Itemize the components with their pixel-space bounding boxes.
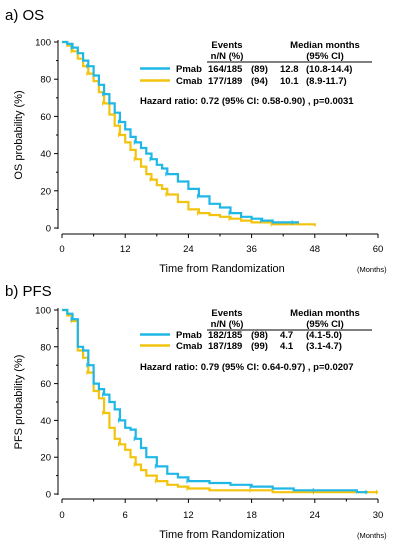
table-header-median-sub: (95% CI) bbox=[306, 51, 343, 62]
km-curve-cmab bbox=[62, 308, 378, 494]
table-pct: (89) bbox=[251, 64, 268, 75]
table-header-median: Median months bbox=[290, 308, 360, 319]
x-tick-label: 48 bbox=[310, 244, 321, 255]
x-tick-label: 12 bbox=[183, 510, 194, 521]
x-tick-label: 30 bbox=[373, 510, 384, 521]
panel-title: a) OS bbox=[5, 7, 44, 24]
legend-label-cmab: Cmab bbox=[176, 341, 203, 352]
x-tick-label: 24 bbox=[183, 244, 194, 255]
table-events: 182/185 bbox=[208, 330, 243, 341]
table-ci: (10.8-14.4) bbox=[306, 64, 352, 75]
y-tick-label: 100 bbox=[35, 38, 51, 49]
y-tick-label: 60 bbox=[40, 112, 51, 123]
y-tick-label: 40 bbox=[40, 149, 51, 160]
km-curve-pmab bbox=[62, 308, 368, 494]
hazard-ratio-text: Hazard ratio: 0.72 (95% CI: 0.58-0.90) ,… bbox=[140, 96, 354, 107]
x-axis-label: Time from Randomization bbox=[159, 263, 285, 275]
table-median: 4.1 bbox=[280, 341, 294, 352]
table-header-median: Median months bbox=[290, 40, 360, 51]
x-tick-label: 0 bbox=[59, 510, 64, 521]
km-curve-pmab bbox=[62, 40, 299, 224]
table-header-median-sub: (95% CI) bbox=[306, 319, 343, 330]
y-axis-label: OS probability (%) bbox=[13, 90, 25, 179]
table-median: 10.1 bbox=[280, 76, 299, 87]
table-pct: (94) bbox=[251, 76, 268, 87]
legend-label-pmab: Pmab bbox=[176, 64, 202, 75]
x-tick-label: 12 bbox=[120, 244, 131, 255]
x-tick-label: 18 bbox=[246, 510, 257, 521]
table-events: 177/189 bbox=[208, 76, 242, 87]
y-tick-label: 80 bbox=[40, 75, 51, 86]
panel-os: a) OS 0 20 40 60 80 100 0 12 24 36 48 60 Time from Ra… bbox=[5, 7, 387, 275]
table-pct: (98) bbox=[251, 330, 268, 341]
x-tick-label: 60 bbox=[373, 244, 384, 255]
x-axis-label: Time from Randomization bbox=[159, 529, 285, 541]
y-tick-label: 100 bbox=[35, 306, 51, 317]
hazard-ratio-text: Hazard ratio: 0.79 (95% CI: 0.64-0.97) ,… bbox=[140, 362, 354, 373]
table-ci: (4.1-5.0) bbox=[306, 330, 342, 341]
y-tick-label: 80 bbox=[40, 342, 51, 353]
x-tick-label: 24 bbox=[310, 510, 321, 521]
table-pct: (99) bbox=[251, 341, 268, 352]
table-median: 4.7 bbox=[280, 330, 293, 341]
table-ci: (8.9-11.7) bbox=[306, 76, 347, 87]
table-header-events-sub: n/N (%) bbox=[211, 319, 244, 330]
y-tick-label: 0 bbox=[46, 224, 51, 235]
y-tick-label: 60 bbox=[40, 379, 51, 390]
x-axis-unit: (Months) bbox=[357, 265, 387, 274]
y-tick-label: 0 bbox=[46, 490, 51, 501]
y-axis-label: PFS probability (%) bbox=[13, 355, 25, 450]
table-events: 164/185 bbox=[208, 64, 243, 75]
legend-label-cmab: Cmab bbox=[176, 76, 203, 87]
x-tick-label: 36 bbox=[246, 244, 257, 255]
x-tick-label: 0 bbox=[59, 244, 64, 255]
table-header-events-sub: n/N (%) bbox=[211, 51, 244, 62]
y-tick-label: 20 bbox=[40, 186, 51, 197]
x-axis-unit: (Months) bbox=[357, 531, 387, 540]
table-events: 187/189 bbox=[208, 341, 242, 352]
table-header-events: Events bbox=[211, 308, 242, 319]
legend-label-pmab: Pmab bbox=[176, 330, 202, 341]
table-median: 12.8 bbox=[280, 64, 299, 75]
y-tick-label: 20 bbox=[40, 453, 51, 464]
x-tick-label: 6 bbox=[123, 510, 128, 521]
y-tick-label: 40 bbox=[40, 416, 51, 427]
table-header-events: Events bbox=[211, 40, 242, 51]
panel-pfs: b) PFS 0 20 40 60 80 100 0 6 12 18 24 30 Time from Ra… bbox=[5, 283, 387, 541]
panel-title: b) PFS bbox=[5, 283, 52, 300]
table-ci: (3.1-4.7) bbox=[306, 341, 342, 352]
